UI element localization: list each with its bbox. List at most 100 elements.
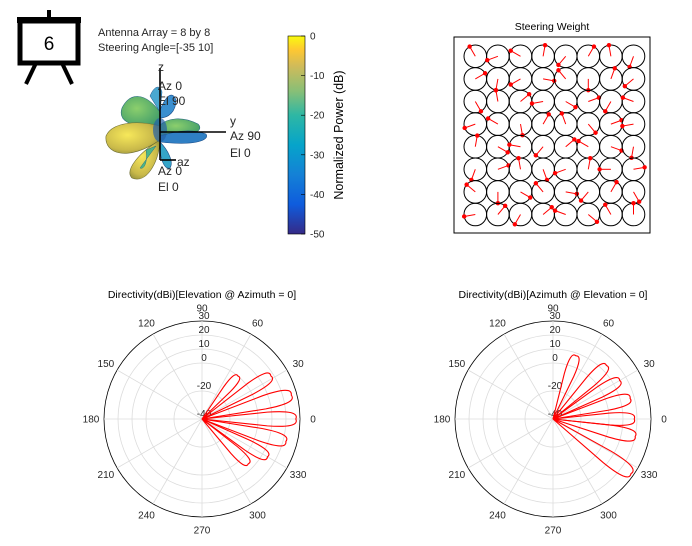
polar-radius-label: 10	[549, 339, 561, 350]
polar-lobe	[552, 362, 610, 420]
weight-phasor-tip	[556, 68, 561, 73]
polar-angle-label: 60	[603, 318, 615, 329]
weight-phasor-tip	[556, 62, 561, 68]
weight-phasor-tip	[620, 95, 626, 100]
weight-phasor-tip	[559, 111, 565, 116]
polar-grid-spoke	[201, 333, 252, 420]
polar-angle-label: 300	[249, 511, 266, 522]
weight-phasor-tip	[533, 181, 539, 186]
weight-phasor-tip	[485, 116, 491, 121]
weight-phasor-tip	[631, 201, 636, 206]
polar-lobe	[552, 412, 636, 426]
polar-grid-spoke	[503, 418, 554, 505]
polar-angle-label: 210	[98, 470, 115, 481]
polar-grid-spoke	[467, 418, 554, 469]
weight-phasor-tip	[482, 71, 488, 76]
weight-phasor-tip	[606, 42, 612, 48]
x-axis-name: az	[177, 155, 190, 169]
weight-phasor-tip	[642, 165, 647, 170]
weight-phasor-tip	[597, 167, 602, 172]
polar-grid-spoke	[152, 333, 203, 420]
polar-lobe	[201, 418, 270, 461]
colorbar-tick-label: -20	[310, 111, 325, 122]
polar-radius-label: -20	[197, 381, 212, 392]
polar-angle-label: 180	[83, 415, 100, 426]
steering-weight-panel: Steering Weight	[453, 21, 651, 234]
weight-phasor-tip	[462, 125, 467, 131]
weight-phasor-tip	[636, 199, 642, 204]
weight-phasor-tip	[493, 88, 499, 93]
polar-radius-label: 30	[549, 311, 561, 322]
polar-lobe	[552, 354, 580, 420]
polar-grid-spoke	[116, 369, 203, 420]
weight-phasor-tip	[478, 109, 484, 114]
weight-phasor-tip	[573, 104, 578, 110]
polar-lobe	[552, 418, 634, 478]
polar-angle-label: 150	[449, 359, 466, 370]
weight-phasor-tip	[576, 138, 581, 144]
badge-number: 6	[44, 34, 55, 55]
y-axis-name: y	[230, 114, 236, 128]
x-axis-el: El 0	[158, 180, 179, 194]
polar-radius-label: 20	[198, 325, 210, 336]
polar-lobe	[201, 389, 293, 420]
weight-phasor-tip	[546, 112, 551, 117]
polar-radius-label: 0	[201, 353, 207, 364]
polar-lobe	[552, 418, 637, 442]
weight-phasor-tip	[507, 142, 512, 147]
polar-grid-spoke	[152, 418, 203, 505]
colorbar-tick-label: -40	[310, 190, 325, 201]
polar2-title: Directivity(dBi)[Azimuth @ Elevation = 0…	[459, 289, 648, 301]
polar-angle-label: 90	[196, 304, 208, 315]
steering-weight-title: Steering Weight	[515, 21, 590, 33]
weight-phasor-tip	[594, 219, 600, 224]
polar-grid-spoke	[467, 369, 554, 420]
z-axis-az: Az 0	[158, 79, 182, 93]
polar-radius-label: 0	[552, 353, 558, 364]
colorbar-tick-label: -50	[310, 230, 325, 241]
polar-angle-label: 30	[293, 359, 305, 370]
polar-radius-label: 10	[198, 339, 210, 350]
polar-angle-label: 30	[644, 359, 656, 370]
polar-lobe	[552, 377, 622, 420]
weight-phasor-tip	[542, 42, 548, 48]
polar-grid-spoke	[201, 418, 252, 505]
polar-grid-spoke	[552, 333, 603, 420]
z-axis-el: El 90	[158, 94, 186, 108]
weight-phasor-tip	[593, 130, 598, 135]
weight-phasor-tip	[516, 155, 521, 161]
weight-phasor-tip	[526, 92, 532, 97]
weight-phasor-tip	[572, 137, 577, 142]
colorbar: 0 -10 -20 -30 -40 -50 Normalized Power (dB)	[287, 32, 346, 241]
polar-radius-label: -20	[548, 381, 563, 392]
polar-radius-label: 30	[198, 311, 210, 322]
weight-phasor-tip	[533, 153, 539, 158]
weight-phasor-tip	[578, 198, 584, 203]
steering-angle-label: Steering Angle=[-35 10]	[98, 42, 213, 54]
polar-angle-label: 90	[547, 304, 559, 315]
weight-phasor-tip	[552, 208, 558, 213]
weight-phasor-tip	[508, 82, 513, 87]
y-axis-az: Az 90	[230, 129, 261, 143]
polar-lobe	[201, 418, 251, 467]
weight-phasor-tip	[508, 48, 513, 53]
weight-phasor-tip	[461, 214, 467, 219]
weight-phasor-tip	[549, 205, 554, 210]
polar-radius-label: -40	[197, 409, 212, 420]
weight-phasor-tip	[505, 150, 510, 155]
polar-plot-elevation: Directivity(dBi)[Elevation @ Azimuth = 0…	[83, 289, 317, 537]
polar-angle-label: 120	[489, 318, 506, 329]
weight-phasor-tip	[620, 123, 625, 129]
weight-phasor-tip	[464, 182, 469, 187]
polar-grid-spoke	[503, 333, 554, 420]
colorbar-label: Normalized Power (dB)	[332, 70, 346, 199]
array-size-label: Antenna Array = 8 by 8	[98, 27, 210, 39]
weight-phasor-tip	[591, 44, 597, 49]
polar-lobe	[201, 372, 274, 420]
weight-phasor-tip	[622, 83, 628, 89]
polar-angle-label: 60	[252, 318, 264, 329]
polar-angle-label: 180	[434, 415, 451, 426]
weight-phasor-tip	[502, 203, 508, 209]
polar-angle-label: 120	[138, 318, 155, 329]
